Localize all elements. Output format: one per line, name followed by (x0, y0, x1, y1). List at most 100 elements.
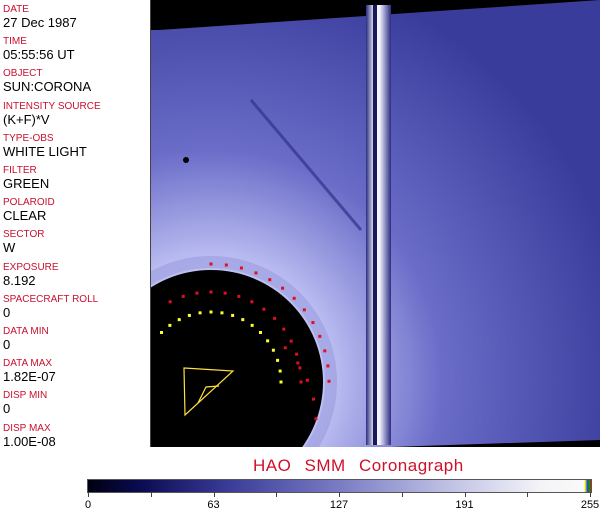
colorbar-tick (590, 492, 591, 497)
occulting-disk (151, 270, 323, 447)
field-value: 0 (3, 304, 11, 320)
marker-dot (298, 366, 302, 370)
pylon-shadow (249, 99, 363, 231)
colorbar-tick-label: 127 (329, 499, 349, 511)
colorbar-minor-tick (150, 492, 152, 497)
streak-dark-core (373, 5, 377, 445)
marker-dot (262, 307, 266, 311)
field-value: 27 Dec 1987 (3, 15, 77, 30)
field-label: TYPE-OBS (3, 132, 54, 144)
field-spacecraft-roll: SPACECRAFT ROLL 0 (3, 294, 98, 320)
marker-dot (268, 278, 272, 282)
field-value: GREEN (3, 176, 50, 191)
field-label: POLAROID (3, 197, 55, 209)
marker-dot (250, 300, 254, 304)
field-label: DATE (3, 4, 29, 15)
field-polaroid: POLAROID CLEAR (3, 197, 55, 223)
instrument-title: HAO SMM Coronagraph (253, 456, 464, 475)
marker-dot (239, 266, 243, 270)
marker-dot (292, 296, 296, 300)
marker-dot (295, 352, 299, 356)
field-type-obs: TYPE-OBS WHITE LIGHT (3, 133, 87, 159)
colorbar-tick (213, 492, 215, 497)
pylon-outline (183, 367, 235, 417)
marker-dot (209, 262, 213, 266)
field-value: 1.82E-07 (3, 369, 56, 385)
marker-dot (258, 331, 262, 335)
marker-dot (271, 348, 275, 352)
colorbar-minor-tick (401, 492, 403, 497)
pylon-outline-inner (197, 385, 220, 404)
marker-dot (250, 323, 254, 327)
marker-dot (323, 349, 327, 353)
marker-dot (209, 290, 213, 294)
field-data-max: DATA MAX 1.82E-07 (3, 358, 56, 384)
field-date: DATE 27 Dec 1987 (3, 4, 77, 30)
marker-dot (160, 331, 164, 335)
field-label: SPACECRAFT ROLL (3, 293, 99, 305)
marker-dot (282, 327, 286, 331)
marker-dot (231, 313, 235, 317)
field-filter: FILTER GREEN (3, 165, 49, 191)
field-label: INTENSITY SOURCE (3, 100, 101, 112)
marker-dot (311, 321, 315, 325)
coronagraph-image (151, 0, 600, 447)
colorbar-tick (88, 492, 89, 497)
marker-dot (195, 291, 199, 295)
field-intensity-source: INTENSITY SOURCE (K+F)*V (3, 101, 101, 127)
marker-dot (273, 316, 277, 320)
marker-dot (281, 286, 285, 290)
colorbar-tick-label: 63 (207, 499, 220, 511)
field-value: CLEAR (3, 208, 47, 224)
field-object: OBJECT SUN:CORONA (3, 68, 91, 94)
dust-spot (183, 157, 189, 163)
field-data-min: DATA MIN 0 (3, 326, 49, 352)
marker-dot (302, 308, 306, 312)
marker-dot (181, 294, 185, 298)
field-value: 05:55:56 UT (3, 47, 75, 63)
marker-dot (241, 318, 245, 322)
marker-dot (276, 358, 280, 362)
field-label: TIME (3, 36, 27, 48)
field-label: OBJECT (3, 68, 43, 80)
marker-dot (224, 263, 228, 267)
marker-dot (278, 369, 282, 373)
colorbar-minor-tick (276, 492, 278, 497)
field-label: DISP MIN (3, 390, 48, 402)
colorbar-tick-label: 0 (84, 499, 92, 511)
marker-dot (311, 397, 315, 401)
marker-dot (326, 364, 330, 368)
field-label: SECTOR (3, 229, 45, 241)
field-value: W (3, 240, 16, 256)
field-exposure: EXPOSURE 8.192 (3, 262, 59, 288)
marker-dot (327, 379, 331, 383)
marker-dot (299, 380, 303, 384)
field-value: 0 (3, 337, 11, 352)
field-sector: SECTOR W (3, 229, 45, 255)
marker-dot (318, 334, 322, 338)
marker-dot (279, 380, 283, 384)
field-value: SUN:CORONA (3, 79, 92, 95)
field-label: DISP MAX (3, 422, 51, 434)
header-info-panel: DATE 27 Dec 1987 TIME 05:55:56 UT OBJECT SUN:… (0, 0, 151, 449)
marker-dot (237, 294, 241, 298)
colorbar (87, 479, 592, 493)
field-value: 8.192 (3, 272, 36, 288)
marker-dot (296, 361, 300, 365)
colorbar-tick-label: 255 (580, 499, 600, 511)
marker-dot (289, 339, 293, 343)
field-label: DATA MAX (3, 358, 53, 370)
marker-dot (266, 339, 270, 343)
marker-dot (283, 346, 287, 350)
marker-dot (254, 271, 258, 275)
fiducial-markers (160, 262, 331, 421)
occulter-halo (151, 256, 337, 447)
marker-dot (187, 313, 191, 317)
field-disp-min: DISP MIN 0 (3, 390, 47, 416)
field-label: FILTER (3, 165, 37, 176)
marker-dot (168, 300, 172, 304)
colorbar-minor-tick (527, 492, 529, 497)
marker-dot (314, 417, 318, 421)
marker-dot (209, 310, 213, 314)
field-disp-max: DISP MAX 1.00E-08 (3, 423, 56, 449)
